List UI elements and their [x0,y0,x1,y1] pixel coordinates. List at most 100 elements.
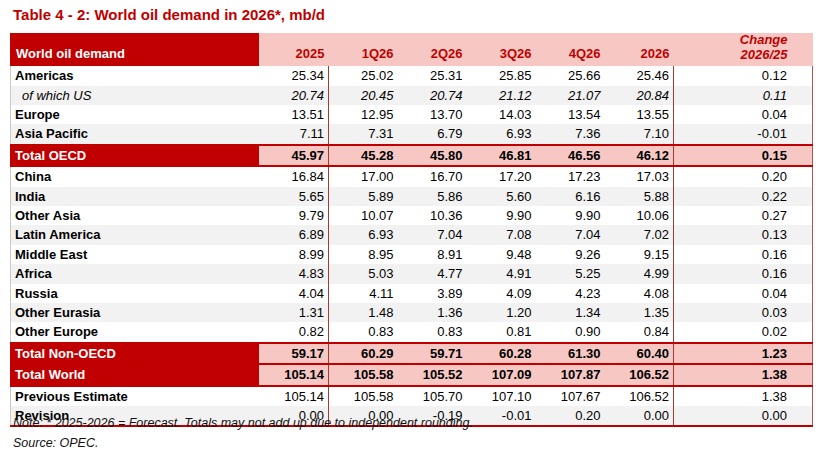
table-row: Asia Pacific7.117.316.796.937.367.10-0.0… [11,124,813,144]
cell: 25.85 [467,66,536,85]
cell: 25.34 [259,66,329,85]
row-label: Africa [11,264,259,283]
cell: 20.84 [605,86,674,105]
row-label: China [11,166,259,186]
cell: 60.28 [467,343,536,364]
table-row: Americas25.3425.0225.3125.8525.6625.460.… [11,66,813,85]
header-col-3q26: 3Q26 [467,33,536,66]
cell: 16.84 [259,166,329,186]
cell: 5.03 [329,264,398,283]
header-col-2025: 2025 [259,33,329,66]
cell: 13.70 [398,105,467,124]
cell: 12.95 [329,105,398,124]
cell: 7.08 [467,225,536,244]
cell: 13.54 [536,105,605,124]
cell: 0.12 [674,66,813,85]
cell: 13.55 [605,105,674,124]
cell: 1.48 [329,303,398,322]
cell: 17.03 [605,166,674,186]
cell: 9.79 [259,206,329,225]
header-col-4q26: 4Q26 [536,33,605,66]
row-label: Americas [11,66,259,85]
row-label: Total World [11,364,259,385]
cell: 4.23 [536,284,605,303]
header-col-1q26: 1Q26 [329,33,398,66]
cell: -0.01 [467,406,536,426]
cell: 0.20 [536,406,605,426]
cell: 0.16 [674,264,813,283]
cell: 1.23 [674,343,813,364]
table-row: Russia4.044.113.894.094.234.080.04 [11,284,813,303]
header-change-line1: Change [674,33,788,48]
cell: 17.20 [467,166,536,186]
cell: 60.29 [329,343,398,364]
cell: 0.00 [674,406,813,426]
cell: 105.70 [398,386,467,406]
row-label: Russia [11,284,259,303]
row-label: Previous Estimate [11,386,259,406]
row-label: Middle East [11,245,259,264]
cell: 4.08 [605,284,674,303]
cell: 4.04 [259,284,329,303]
cell: 9.15 [605,245,674,264]
cell: 14.03 [467,105,536,124]
cell: 1.20 [467,303,536,322]
cell: 0.13 [674,225,813,244]
cell: 20.74 [398,86,467,105]
cell: 4.09 [467,284,536,303]
cell: 0.82 [259,322,329,342]
cell: 45.28 [329,145,398,166]
cell: 20.74 [259,86,329,105]
cell: 0.02 [674,322,813,342]
row-label: Other Europe [11,322,259,342]
cell: 105.14 [259,386,329,406]
footnote: Note: * 2025-2026 = Forecast. Totals may… [13,416,473,430]
cell: 106.52 [605,386,674,406]
cell: 1.34 [536,303,605,322]
header-col-2026: 2026 [605,33,674,66]
cell: 7.31 [329,124,398,144]
header-col-2q26: 2Q26 [398,33,467,66]
table-row: of which US20.7420.4520.7421.1221.0720.8… [11,86,813,105]
cell: 10.07 [329,206,398,225]
cell: 7.02 [605,225,674,244]
cell: 107.87 [536,364,605,385]
cell: 1.35 [605,303,674,322]
cell: 0.90 [536,322,605,342]
cell: 4.77 [398,264,467,283]
cell: 46.81 [467,145,536,166]
cell: 8.95 [329,245,398,264]
row-label: Total OECD [11,145,259,166]
row-label: of which US [11,86,259,105]
cell: 0.83 [329,322,398,342]
cell: 25.46 [605,66,674,85]
table-row: Other Europe0.820.830.830.810.900.840.02 [11,322,813,342]
cell: 5.25 [536,264,605,283]
cell: 0.84 [605,322,674,342]
cell: 4.91 [467,264,536,283]
table-row: Middle East8.998.958.919.489.269.150.16 [11,245,813,264]
cell: 17.00 [329,166,398,186]
source-note: Source: OPEC. [13,436,98,450]
table-row: Other Eurasia1.311.481.361.201.341.350.0… [11,303,813,322]
cell: 7.04 [536,225,605,244]
cell: 9.90 [467,206,536,225]
cell: 1.38 [674,386,813,406]
cell: 1.31 [259,303,329,322]
row-label: Latin America [11,225,259,244]
row-label: Other Asia [11,206,259,225]
row-label: Total Non-OECD [11,343,259,364]
table-row: Previous Estimate105.14105.58105.70107.1… [11,386,813,406]
cell: 0.83 [398,322,467,342]
cell: 0.81 [467,322,536,342]
cell: 9.90 [536,206,605,225]
cell: 107.67 [536,386,605,406]
cell: 13.51 [259,105,329,124]
cell: 45.80 [398,145,467,166]
cell: 0.04 [674,105,813,124]
cell: 25.66 [536,66,605,85]
cell: 6.89 [259,225,329,244]
cell: 0.03 [674,303,813,322]
cell: 46.56 [536,145,605,166]
cell: 7.10 [605,124,674,144]
